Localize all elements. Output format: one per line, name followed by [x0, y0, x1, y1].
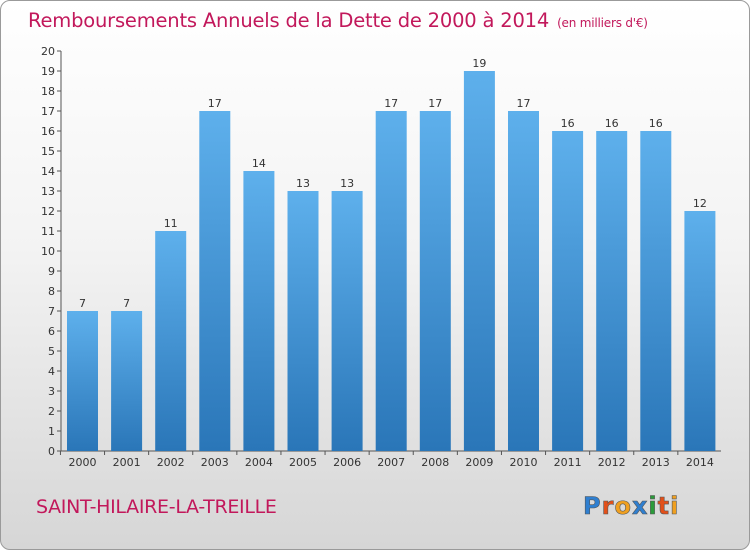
- y-tick-label: 11: [41, 225, 55, 238]
- y-tick-label: 14: [41, 165, 55, 178]
- y-tick-label: 19: [41, 65, 55, 78]
- bar: [684, 211, 716, 451]
- bar: [508, 111, 539, 451]
- x-tick-label: 2006: [333, 456, 361, 469]
- data-label: 12: [693, 197, 707, 210]
- x-tick-label: 2000: [69, 456, 97, 469]
- y-tick-label: 12: [41, 205, 55, 218]
- x-tick-label: 2002: [157, 456, 185, 469]
- logo-letter: r: [601, 492, 615, 521]
- y-tick-label: 8: [48, 285, 55, 298]
- data-label: 19: [472, 57, 486, 70]
- bar: [419, 111, 451, 451]
- logo-letter: x: [631, 492, 649, 521]
- x-tick-label: 2007: [377, 456, 405, 469]
- proxiti-logo: Proxiti: [583, 492, 680, 521]
- y-tick-label: 9: [48, 265, 55, 278]
- bar: [552, 131, 584, 451]
- bar: [199, 111, 231, 451]
- y-tick-label: 4: [48, 365, 55, 378]
- y-tick-label: 5: [48, 345, 55, 358]
- y-tick-label: 13: [41, 185, 55, 198]
- logo-letter: P: [583, 492, 602, 521]
- data-label: 17: [384, 97, 398, 110]
- data-label: 16: [561, 117, 575, 130]
- data-label: 13: [296, 177, 310, 190]
- data-label: 17: [428, 97, 442, 110]
- chart-title: Remboursements Annuels de la Dette de 20…: [28, 9, 648, 32]
- bar: [111, 311, 143, 451]
- x-tick-label: 2009: [465, 456, 493, 469]
- y-tick-label: 0: [48, 445, 55, 458]
- data-label: 7: [79, 297, 86, 310]
- bar: [331, 191, 363, 451]
- x-tick-label: 2014: [686, 456, 714, 469]
- data-label: 7: [123, 297, 130, 310]
- logo-letter: o: [614, 492, 632, 521]
- y-tick-label: 20: [41, 45, 55, 58]
- x-tick-label: 2005: [289, 456, 317, 469]
- chart-title-text: Remboursements Annuels de la Dette de 20…: [28, 9, 550, 32]
- logo-letter: t: [657, 492, 671, 521]
- x-tick-label: 2001: [113, 456, 141, 469]
- x-tick-label: 2003: [201, 456, 229, 469]
- bar: [67, 311, 98, 451]
- logo-letter: i: [670, 492, 680, 521]
- y-tick-label: 6: [48, 325, 55, 338]
- y-tick-label: 15: [41, 145, 55, 158]
- data-label: 17: [208, 97, 222, 110]
- data-label: 13: [340, 177, 354, 190]
- bar: [375, 111, 407, 451]
- bar: [463, 71, 495, 451]
- data-label: 16: [649, 117, 663, 130]
- y-tick-label: 17: [41, 105, 55, 118]
- data-label: 14: [252, 157, 266, 170]
- data-label: 17: [517, 97, 531, 110]
- y-tick-label: 1: [48, 425, 55, 438]
- x-tick-label: 2008: [421, 456, 449, 469]
- y-tick-label: 2: [48, 405, 55, 418]
- data-label: 11: [164, 217, 178, 230]
- x-tick-label: 2012: [598, 456, 626, 469]
- logo-letter: i: [648, 492, 658, 521]
- chart-unit: (en milliers d'€): [557, 16, 648, 30]
- data-label: 16: [605, 117, 619, 130]
- bar: [596, 131, 628, 451]
- bar: [640, 131, 672, 451]
- y-tick-label: 10: [41, 245, 55, 258]
- commune-name: SAINT-HILAIRE-LA-TREILLE: [36, 496, 277, 518]
- y-tick-label: 3: [48, 385, 55, 398]
- bar: [243, 171, 275, 451]
- bar: [287, 191, 319, 451]
- x-tick-label: 2011: [554, 456, 582, 469]
- y-tick-label: 16: [41, 125, 55, 138]
- x-tick-label: 2010: [510, 456, 538, 469]
- x-tick-label: 2004: [245, 456, 273, 469]
- y-tick-label: 7: [48, 305, 55, 318]
- bar: [155, 231, 187, 451]
- x-tick-label: 2013: [642, 456, 670, 469]
- y-tick-label: 18: [41, 85, 55, 98]
